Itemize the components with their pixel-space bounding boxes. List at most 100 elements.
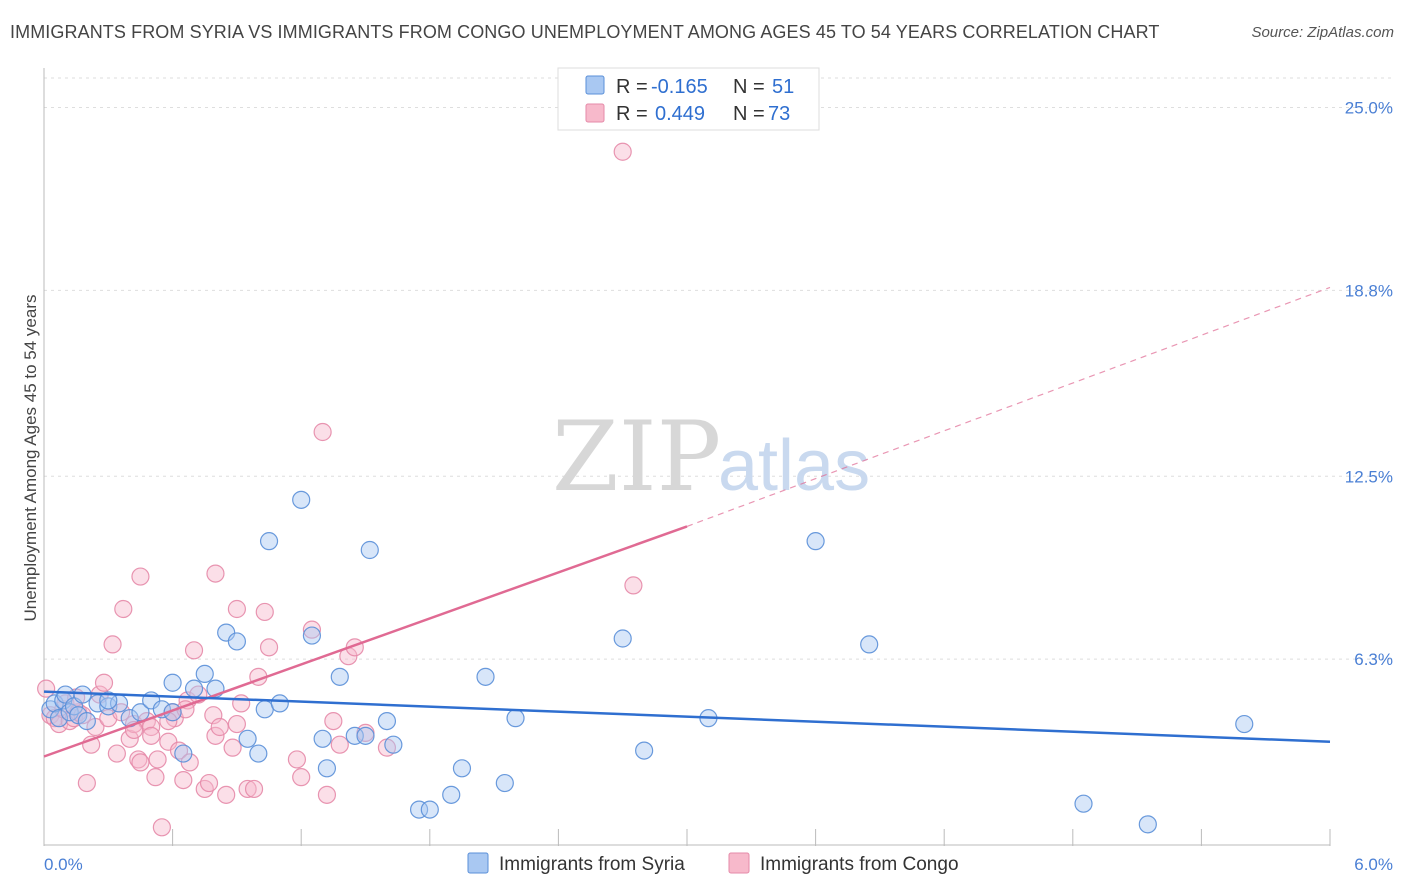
bottom-legend-syria-swatch	[467, 852, 489, 874]
syria-point-26	[259, 532, 279, 551]
congo-point-59	[317, 785, 337, 804]
congo-point-47	[227, 714, 246, 734]
correlation-legend: R = -0.165 N = 51 R = 0.449 N = 73	[557, 67, 820, 131]
congo-point-37	[184, 641, 204, 660]
congo-point-41	[204, 706, 223, 725]
congo-trend-dashed	[686, 286, 1331, 527]
watermark-zip: ZIP	[552, 401, 721, 513]
congo-point-60	[324, 711, 343, 731]
x-tick-labels: 0.0% 6.0%	[44, 855, 1393, 874]
congo-point-66	[613, 142, 632, 161]
congo-point-45	[217, 785, 236, 804]
congo-point-44	[210, 717, 229, 737]
syria-point-52	[1235, 714, 1254, 734]
syria-point-31	[317, 759, 337, 778]
congo-point-24	[131, 567, 150, 586]
syria-point-54	[99, 691, 118, 710]
congo-point-58	[313, 422, 332, 442]
syria-point-39	[420, 800, 439, 819]
congo-point-67	[624, 576, 643, 595]
x-tick-label-1: 6.0%	[1354, 855, 1393, 874]
syria-point-23	[238, 729, 257, 748]
syria-point-36	[377, 711, 397, 731]
y-tick-label-3: 25.0%	[1345, 99, 1393, 118]
syria-point-55	[163, 673, 182, 692]
gridlines	[44, 77, 1392, 660]
syria-point-41	[452, 759, 472, 778]
congo-point-43	[206, 564, 225, 583]
congo-point-54	[259, 638, 279, 657]
syria-point-49	[860, 635, 879, 654]
congo-point-50	[238, 779, 257, 799]
congo-point-16	[103, 635, 122, 654]
syria-point-2	[49, 709, 69, 728]
legend-congo-swatch	[585, 103, 605, 123]
syria-point-51	[1138, 815, 1157, 834]
congo-point-55	[287, 750, 307, 769]
congo-point-71	[142, 726, 161, 745]
legend-congo-r-value: 0.449	[655, 103, 705, 125]
syria-point-33	[345, 726, 364, 745]
congo-point-0	[37, 679, 56, 698]
y-tick-label-0: 6.3%	[1354, 650, 1393, 669]
syria-point-35	[360, 540, 379, 560]
legend-congo-n-label: N =	[733, 103, 765, 125]
congo-point-56	[292, 768, 311, 787]
bottom-legend-syria-label: Immigrants from Syria	[499, 854, 685, 875]
syria-point-37	[384, 735, 403, 754]
congo-point-20	[120, 729, 139, 748]
watermark-atlas: atlas	[718, 426, 870, 506]
syria-point-27	[270, 694, 289, 713]
syria-point-24	[249, 744, 268, 763]
bottom-legend-congo-label: Immigrants from Congo	[760, 854, 959, 875]
congo-point-57	[302, 620, 322, 639]
syria-point-30	[313, 729, 332, 748]
syria-point-17	[174, 744, 193, 763]
syria-point-32	[330, 667, 349, 686]
series-syria-points	[41, 490, 1254, 834]
legend-syria-swatch	[585, 75, 605, 95]
syria-point-19	[195, 664, 214, 684]
congo-point-49	[232, 694, 251, 713]
syria-point-34	[356, 726, 375, 745]
syria-point-10	[99, 697, 118, 716]
y-tick-labels: 6.3% 12.5% 18.8% 25.0%	[1345, 99, 1393, 670]
syria-point-8	[77, 711, 96, 731]
congo-point-10	[77, 773, 96, 793]
legend-syria-n-label: N =	[733, 76, 765, 98]
congo-point-46	[223, 738, 242, 757]
legend-syria-n-value: 51	[772, 76, 794, 98]
syria-point-48	[806, 532, 825, 551]
syria-point-44	[506, 709, 525, 728]
congo-point-23	[131, 753, 150, 772]
axes	[43, 68, 1331, 846]
congo-point-40	[199, 773, 219, 793]
y-tick-label-2: 18.8%	[1345, 281, 1393, 300]
syria-point-22	[227, 632, 246, 651]
y-tick-label-1: 12.5%	[1345, 467, 1393, 486]
congo-point-51	[244, 779, 264, 799]
syria-point-50	[1074, 794, 1093, 813]
congo-point-42	[206, 726, 225, 745]
congo-point-48	[227, 599, 246, 619]
congo-point-17	[107, 744, 126, 763]
congo-point-29	[152, 818, 171, 837]
congo-point-19	[114, 599, 133, 619]
legend-congo-n-value: 73	[768, 103, 790, 125]
chart-title: IMMIGRANTS FROM SYRIA VS IMMIGRANTS FROM…	[10, 22, 1160, 42]
congo-point-53	[255, 602, 274, 622]
syria-point-45	[613, 629, 632, 648]
syria-point-43	[495, 773, 514, 793]
bottom-legend-congo-swatch	[728, 852, 750, 874]
legend-congo-r-label: R =	[616, 103, 648, 125]
congo-point-34	[174, 770, 193, 790]
syria-point-38	[409, 800, 429, 819]
y-axis-label: Unemployment Among Ages 45 to 54 years	[21, 295, 40, 622]
syria-point-29	[302, 626, 322, 645]
trend-lines	[43, 286, 1331, 758]
congo-point-22	[129, 750, 148, 769]
syria-point-28	[292, 490, 311, 509]
congo-point-27	[146, 768, 165, 787]
congo-point-28	[148, 750, 167, 769]
